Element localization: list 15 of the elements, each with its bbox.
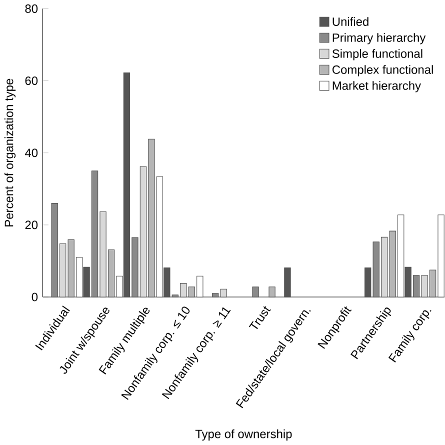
x-axis-title: Type of ownership [195,429,292,441]
legend-label: Simple functional [332,49,422,60]
y-tick-label: 40 [25,148,38,158]
bar [268,286,276,298]
legend-label: Complex functional [332,65,433,76]
y-axis-title: Percent of organization type [4,78,16,226]
legend-label: Market hierarchy [332,81,422,92]
bar [252,286,259,298]
bar [284,268,291,298]
y-tick-label: 20 [25,220,38,230]
legend-label: Primary hierarchy [332,33,426,44]
legend-label: Unified [332,17,368,26]
y-tick-label: 80 [25,4,38,13]
y-tick-label: 60 [25,76,38,85]
y-tick-label: 0 [32,292,38,302]
